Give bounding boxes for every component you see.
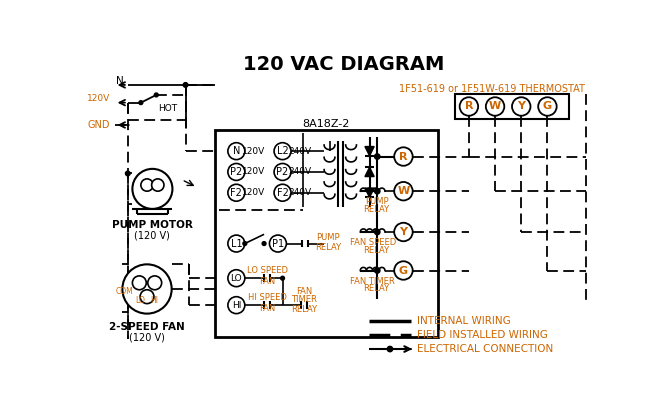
Circle shape (133, 169, 172, 209)
Text: F2: F2 (277, 188, 289, 198)
Polygon shape (365, 147, 374, 156)
Text: Y: Y (399, 227, 407, 237)
Text: N: N (116, 76, 124, 86)
Text: L1: L1 (230, 238, 242, 248)
Text: RELAY: RELAY (291, 305, 317, 313)
Circle shape (243, 242, 247, 246)
Circle shape (375, 154, 380, 159)
Text: FAN SPEED: FAN SPEED (350, 238, 396, 247)
Text: FAN: FAN (296, 287, 312, 296)
Circle shape (148, 276, 161, 290)
Text: 240V: 240V (288, 147, 311, 155)
Circle shape (228, 143, 245, 160)
Circle shape (394, 223, 413, 241)
Circle shape (375, 229, 380, 235)
Text: 120V: 120V (242, 168, 265, 176)
Bar (215, 129, 438, 337)
Text: FAN: FAN (259, 277, 275, 286)
Text: 240V: 240V (288, 188, 311, 197)
Text: (120 V): (120 V) (135, 230, 170, 240)
Text: 120V: 120V (242, 147, 265, 155)
Text: INTERNAL WIRING: INTERNAL WIRING (417, 316, 511, 326)
Text: W: W (397, 186, 409, 196)
Bar (455, 94, 569, 119)
Polygon shape (365, 188, 374, 197)
Text: 120V: 120V (87, 93, 110, 103)
Text: 8A18Z-2: 8A18Z-2 (303, 119, 350, 129)
Circle shape (274, 143, 291, 160)
Polygon shape (365, 167, 374, 176)
Text: HI: HI (232, 301, 241, 310)
Text: G: G (399, 266, 408, 276)
Text: COM: COM (115, 287, 133, 296)
Circle shape (151, 179, 164, 191)
Text: P2: P2 (277, 167, 289, 177)
Text: R: R (399, 152, 407, 162)
Text: (120 V): (120 V) (129, 333, 165, 342)
Circle shape (125, 171, 130, 176)
Text: P2: P2 (230, 167, 243, 177)
Text: 240V: 240V (288, 168, 311, 176)
Text: LO: LO (135, 296, 145, 305)
Circle shape (375, 189, 380, 194)
Text: R: R (464, 101, 473, 111)
Text: 2-SPEED FAN: 2-SPEED FAN (109, 323, 185, 333)
Circle shape (154, 93, 158, 97)
Circle shape (183, 83, 188, 87)
Circle shape (394, 147, 413, 166)
Circle shape (387, 347, 393, 352)
Circle shape (538, 97, 557, 116)
Circle shape (375, 268, 380, 273)
Text: P1: P1 (272, 238, 284, 248)
Text: HI: HI (150, 296, 158, 305)
Circle shape (228, 235, 245, 252)
Text: N: N (232, 146, 240, 156)
Text: W: W (489, 101, 501, 111)
Circle shape (140, 290, 154, 304)
Text: FIELD INSTALLED WIRING: FIELD INSTALLED WIRING (417, 330, 548, 340)
Circle shape (394, 261, 413, 280)
Circle shape (228, 297, 245, 313)
Circle shape (281, 276, 285, 280)
Circle shape (460, 97, 478, 116)
Text: 1F51-619 or 1F51W-619 THERMOSTAT: 1F51-619 or 1F51W-619 THERMOSTAT (399, 84, 585, 94)
Text: HI SPEED: HI SPEED (248, 293, 287, 302)
Circle shape (228, 184, 245, 201)
Text: ELECTRICAL CONNECTION: ELECTRICAL CONNECTION (417, 344, 553, 354)
Text: PUMP: PUMP (364, 197, 389, 207)
Text: PUMP MOTOR: PUMP MOTOR (112, 220, 193, 230)
Circle shape (512, 97, 531, 116)
Circle shape (262, 242, 266, 246)
Text: G: G (543, 101, 552, 111)
Circle shape (123, 264, 172, 313)
Text: GND: GND (88, 120, 110, 130)
Circle shape (394, 182, 413, 200)
Text: TIMER: TIMER (291, 295, 317, 304)
Circle shape (141, 179, 153, 191)
Circle shape (228, 163, 245, 181)
Text: RELAY: RELAY (315, 243, 341, 252)
Text: Y: Y (517, 101, 525, 111)
Text: HOT: HOT (159, 104, 178, 113)
Circle shape (486, 97, 505, 116)
Circle shape (228, 270, 245, 287)
Text: 120V: 120V (242, 188, 265, 197)
Circle shape (269, 235, 286, 252)
Text: L2: L2 (277, 146, 288, 156)
Text: FAN TIMER: FAN TIMER (350, 277, 395, 286)
Text: RELAY: RELAY (363, 246, 389, 255)
Text: PUMP: PUMP (316, 233, 340, 242)
Circle shape (274, 163, 291, 181)
Circle shape (133, 276, 146, 290)
Text: FAN: FAN (259, 304, 275, 313)
Text: LO SPEED: LO SPEED (247, 266, 287, 275)
Text: RELAY: RELAY (363, 205, 389, 214)
Circle shape (139, 101, 143, 105)
Text: 120 VAC DIAGRAM: 120 VAC DIAGRAM (243, 54, 444, 74)
Text: LO: LO (230, 274, 242, 283)
Text: RELAY: RELAY (363, 285, 389, 293)
Text: F2: F2 (230, 188, 243, 198)
Circle shape (274, 184, 291, 201)
